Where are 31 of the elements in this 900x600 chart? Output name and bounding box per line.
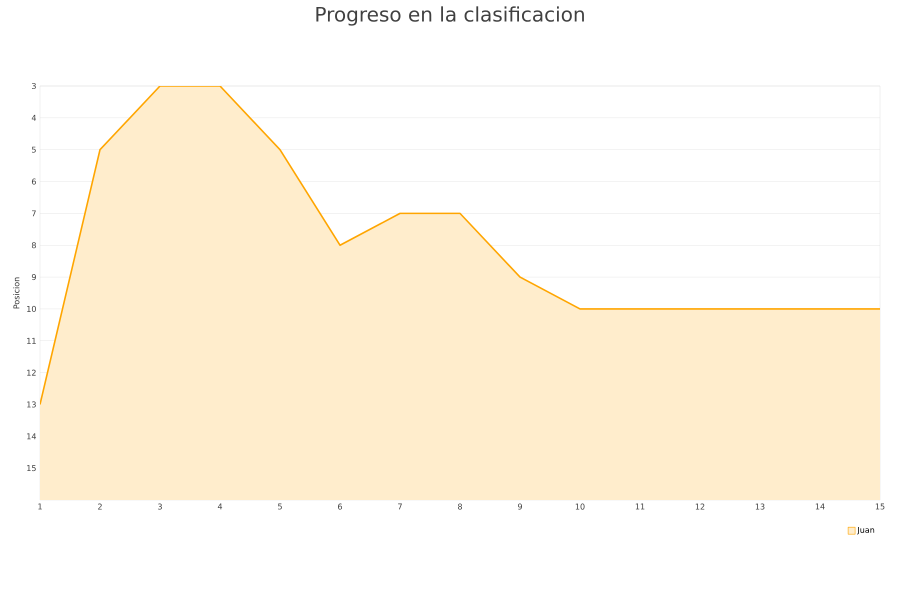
y-tick-label: 8 [32,242,36,248]
y-tick-label: 10 [27,306,36,312]
y-tick-label: 9 [32,274,36,280]
x-tick-label: 5 [278,504,282,510]
x-tick-label: 15 [876,504,884,510]
y-tick-label: 3 [32,82,36,90]
y-tick-label: 11 [27,338,36,344]
x-tick-label: 11 [636,504,644,510]
y-tick-label: 5 [32,146,36,153]
x-tick-label: 8 [458,504,462,510]
y-tick-label: 6 [32,178,36,185]
x-tick-label: 2 [98,504,102,510]
legend-label: Juan [856,526,874,534]
y-tick-label: 7 [32,210,36,216]
x-tick-label: 10 [576,504,585,510]
y-tick-label: 15 [27,465,36,472]
x-tick-label: 3 [158,504,162,510]
y-tick-label: 4 [32,114,36,121]
y-axis-title: Posicion [13,277,20,308]
x-tick-label: 13 [756,504,764,510]
x-tick-label: 9 [518,504,522,510]
x-tick-label: 12 [696,504,704,510]
x-tick-label: 14 [816,504,825,510]
x-tick-label: 4 [218,504,222,510]
y-tick-label: 13 [27,401,36,408]
x-tick-label: 7 [398,504,402,510]
y-tick-label: 12 [27,370,36,376]
x-tick-label: 6 [338,504,342,510]
x-tick-label: 1 [38,504,42,510]
chart-title: Progreso en la clasificacion [316,6,584,26]
y-tick-label: 14 [27,433,36,440]
